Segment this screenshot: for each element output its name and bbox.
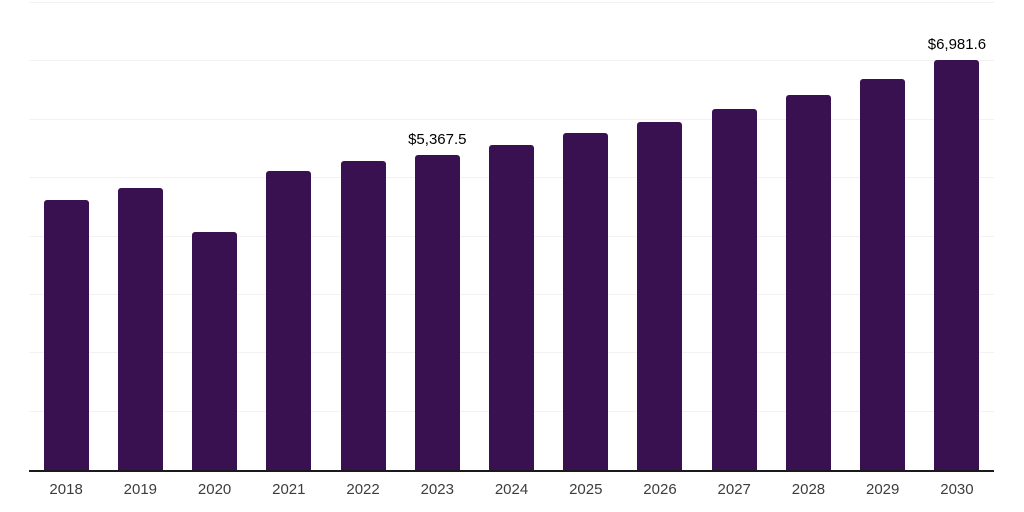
bar-slot-2024 <box>474 3 548 470</box>
x-tick-label-2020: 2020 <box>197 481 232 498</box>
x-tick-label-2026: 2026 <box>643 481 677 498</box>
bar-2024 <box>489 145 535 470</box>
bars-row: $5,367.5 $6,981.6 <box>29 3 994 470</box>
bar-slot-2021 <box>252 3 326 470</box>
gridline <box>29 118 994 120</box>
x-tick-label-2027: 2027 <box>717 481 751 498</box>
bar-slot-2029 <box>846 3 920 470</box>
bar-slot-2022 <box>326 3 400 470</box>
bar-slot-2019 <box>103 3 177 470</box>
x-tick-label-2025: 2025 <box>569 481 603 498</box>
bar-value-label-2030: $6,981.6 <box>927 35 987 53</box>
gridline <box>29 60 994 62</box>
x-tick-label-2021: 2021 <box>272 481 306 498</box>
bar-slot-2025 <box>549 3 623 470</box>
x-tick-label-2024: 2024 <box>494 481 529 498</box>
bar-2022 <box>340 161 386 470</box>
bar-slot-2026 <box>623 3 697 470</box>
bar-2026 <box>637 121 683 470</box>
x-axis-line <box>29 470 994 472</box>
bar-value-label-2023: $5,367.5 <box>408 130 467 148</box>
bar-2028 <box>785 95 831 470</box>
x-tick-label-2022: 2022 <box>346 481 380 498</box>
x-tick-label-2023: 2023 <box>420 481 454 498</box>
bar-slot-2027 <box>697 3 771 470</box>
bar-slot-2020 <box>177 3 251 470</box>
bar-slot-2028 <box>771 3 845 470</box>
bar-slot-2018 <box>29 3 103 470</box>
bar-slot-2030: $6,981.6 <box>920 3 994 470</box>
gridline <box>29 2 994 3</box>
x-axis-tick-labels: 2018 2019 2020 2021 2022 2023 2024 2025 2026 2027… <box>29 481 994 498</box>
bar-2025 <box>563 133 609 470</box>
x-tick-label-2019: 2019 <box>123 481 158 498</box>
bar-2027 <box>711 109 757 470</box>
bar-2029 <box>860 79 906 470</box>
x-tick-label-2030: 2030 <box>940 481 974 498</box>
bar-2030: $6,981.6 <box>928 36 986 470</box>
plot-area: $5,367.5 $6,981.6 <box>29 2 994 470</box>
x-tick-label-2028: 2028 <box>791 481 826 498</box>
bar-2020 <box>192 231 238 470</box>
bar-2023: $5,367.5 <box>408 131 466 470</box>
bar-2019 <box>117 188 163 470</box>
x-tick-label-2018: 2018 <box>49 481 83 498</box>
bar-2021 <box>266 171 312 470</box>
bar-slot-2023: $5,367.5 <box>400 3 474 470</box>
x-tick-label-2029: 2029 <box>866 481 900 498</box>
bar-2018 <box>43 200 89 470</box>
